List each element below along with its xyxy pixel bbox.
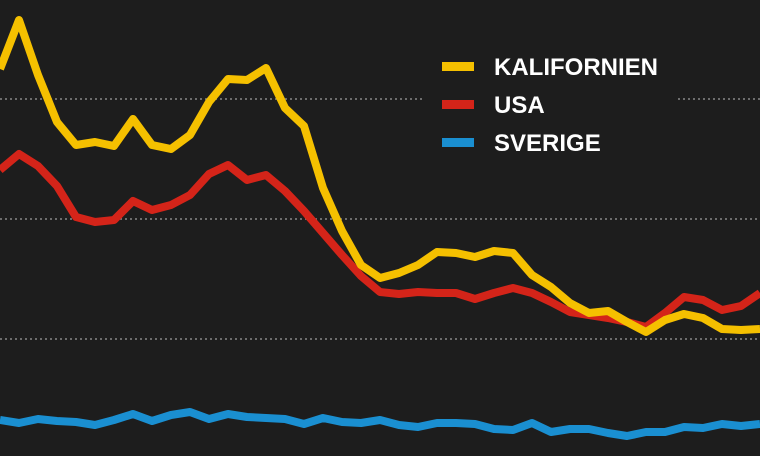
legend-swatch-usa [442, 100, 474, 109]
legend-swatch-kalifornien [442, 62, 474, 71]
legend: KALIFORNIEN USA SVERIGE [425, 40, 675, 168]
gridlines [0, 98, 760, 340]
series-line-sverige [0, 408, 760, 440]
series-lines [0, 16, 760, 440]
series-line-kalifornien [0, 16, 760, 336]
legend-label-usa: USA [494, 92, 545, 119]
legend-swatch-sverige [442, 138, 474, 147]
legend-label-sverige: SVERIGE [494, 130, 601, 157]
legend-label-kalifornien: KALIFORNIEN [494, 54, 658, 81]
